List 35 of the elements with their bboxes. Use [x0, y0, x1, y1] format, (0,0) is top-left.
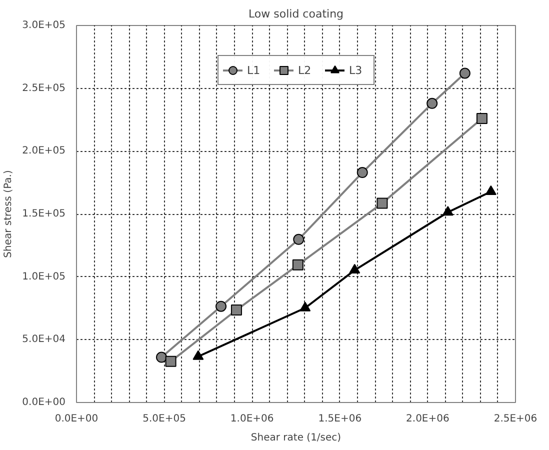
x-axis-title: Shear rate (1/sec) — [250, 432, 342, 444]
x-tick-label: 5.0E+05 — [142, 414, 186, 424]
point — [156, 352, 167, 363]
legend-label: L2 — [298, 64, 312, 76]
point — [292, 259, 304, 270]
x-tick-label: 2.0E+06 — [406, 414, 450, 424]
point — [476, 112, 488, 124]
y-tick-label: 0.0E+00 — [22, 397, 66, 408]
y-tick-label: 2.5E+05 — [22, 82, 66, 94]
x-tick-label: 1.5E+06 — [318, 414, 362, 424]
point — [376, 198, 388, 209]
point — [230, 304, 242, 316]
legend-label: L3 — [349, 64, 364, 76]
x-tick-label: 1.0E+06 — [230, 414, 274, 424]
y-tick-label: 2.0E+05 — [22, 146, 66, 157]
y-tick-label: 1.0E+05 — [22, 271, 66, 282]
point — [349, 264, 360, 274]
point — [293, 234, 304, 245]
x-tick-label: 2.5E+06 — [494, 414, 538, 424]
point — [165, 356, 176, 367]
point — [459, 68, 470, 79]
y-tick-label: 5.0E+04 — [22, 334, 66, 346]
point — [485, 185, 496, 196]
point — [300, 302, 311, 312]
y-tick-label: 3.0E+05 — [22, 20, 66, 31]
chart-title: Low solid coating — [248, 8, 344, 20]
point — [192, 350, 204, 360]
x-tick-label: 0.0E+00 — [54, 414, 98, 424]
y-axis-title: Shear stress (Pa.) — [3, 170, 14, 258]
y-tick-label: 1.5E+05 — [22, 208, 66, 220]
point — [442, 206, 454, 216]
legend-label: L1 — [247, 64, 262, 76]
point — [356, 167, 368, 178]
point — [426, 98, 438, 109]
point — [216, 300, 227, 312]
